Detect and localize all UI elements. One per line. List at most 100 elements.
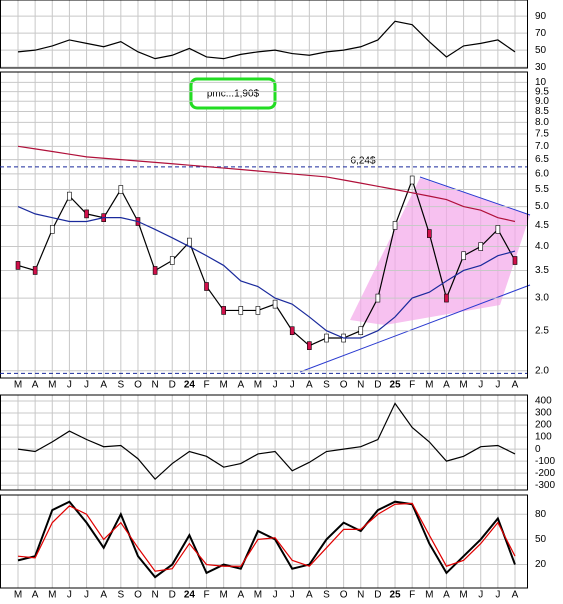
y-tick-label: -100 (535, 456, 555, 467)
y-tick-label: 300 (535, 408, 552, 419)
y-tick-label: 7.5 (535, 129, 549, 140)
candle (272, 299, 278, 309)
x-tick-label: A (237, 590, 244, 601)
x-tick-label: A (100, 380, 107, 391)
panel-frame (0, 394, 528, 491)
y-tick-label: 7.0 (535, 141, 549, 152)
x-tick-label: A (443, 380, 450, 391)
x-tick-label: D (169, 590, 176, 601)
trend-line (299, 284, 531, 373)
candle (67, 191, 72, 201)
x-tick-label: M (459, 380, 467, 391)
candle (49, 225, 55, 234)
x-tick-label: A (512, 380, 519, 391)
series-line (17, 500, 516, 579)
x-tick-label: J (67, 380, 72, 391)
series-line (17, 20, 516, 60)
x-tick-label: M (48, 380, 56, 391)
x-tick-label: N (151, 590, 158, 601)
annotation: 6,24$ (350, 156, 375, 167)
y-tick-label: 5.0 (535, 201, 549, 212)
candle (118, 185, 124, 194)
x-tick-label: O (134, 380, 142, 391)
y-tick-label: 4.0 (535, 241, 549, 252)
series-line (17, 402, 516, 481)
x-tick-label: S (117, 380, 124, 391)
candle (427, 229, 432, 238)
x-tick-label: O (134, 590, 142, 601)
y-tick-label: 9.0 (535, 96, 549, 107)
candle (204, 282, 209, 291)
y-tick-label: 10 (535, 77, 547, 88)
candle (478, 242, 484, 251)
y-tick-label: 8.0 (535, 117, 549, 128)
series-line (17, 178, 516, 347)
candle (444, 293, 449, 303)
x-tick-label: D (374, 380, 381, 391)
panel-frame (0, 0, 528, 69)
y-tick-label: 50 (535, 45, 547, 56)
x-tick-label: N (357, 380, 364, 391)
y-tick-label: 2.5 (535, 325, 549, 336)
x-tick-label: A (306, 590, 313, 601)
x-tick-label: F (409, 590, 415, 601)
x-tick-label: A (443, 590, 450, 601)
x-tick-label: A (512, 590, 519, 601)
x-tick-label: 25 (389, 380, 401, 391)
x-tick-label: 24 (184, 590, 196, 601)
y-tick-label: 90 (535, 11, 547, 22)
x-tick-label: J (495, 380, 500, 391)
x-tick-label: S (117, 590, 124, 601)
candle (375, 293, 381, 303)
annotation-box (189, 77, 277, 110)
x-tick-label: O (340, 590, 348, 601)
y-tick-label: 100 (535, 432, 552, 443)
x-tick-label: M (48, 590, 56, 601)
x-tick-label: D (374, 590, 381, 601)
panel-frame (0, 494, 528, 589)
x-tick-label: 25 (389, 590, 401, 601)
x-tick-label: A (32, 380, 39, 391)
x-tick-label: M (219, 590, 227, 601)
series-line (17, 502, 516, 572)
x-tick-label: 24 (184, 380, 196, 391)
x-tick-label: A (306, 380, 313, 391)
candle (324, 333, 329, 343)
y-tick-label: 8.5 (535, 106, 549, 117)
series-line (17, 145, 516, 223)
y-tick-label: 5.5 (535, 184, 549, 195)
x-tick-label: S (323, 590, 330, 601)
x-tick-label: J (290, 590, 295, 601)
x-tick-label: J (67, 590, 72, 601)
x-tick-label: D (169, 380, 176, 391)
panel-frame (0, 71, 528, 379)
y-tick-label: 50 (535, 534, 547, 545)
candle (512, 256, 518, 265)
x-tick-label: N (151, 380, 158, 391)
y-tick-label: 400 (535, 396, 552, 407)
y-tick-label: 9.5 (535, 86, 549, 97)
x-tick-label: J (495, 590, 500, 601)
candle (255, 306, 261, 315)
y-tick-label: 3.0 (535, 293, 549, 304)
y-tick-label: 6.5 (535, 154, 549, 165)
x-tick-label: J (273, 590, 278, 601)
y-tick-label: 4.5 (535, 220, 549, 231)
x-tick-label: O (340, 380, 348, 391)
trend-line (419, 176, 531, 216)
x-tick-label: M (425, 590, 433, 601)
candle (15, 261, 21, 270)
channel-fill (350, 178, 530, 325)
x-tick-label: J (84, 590, 89, 601)
y-tick-label: 6.0 (535, 169, 549, 180)
x-tick-label: F (203, 590, 209, 601)
x-tick-label: M (254, 380, 262, 391)
series-line (17, 206, 516, 339)
y-tick-label: -300 (535, 480, 555, 491)
y-tick-label: -200 (535, 468, 555, 479)
x-tick-label: M (254, 590, 262, 601)
y-tick-label: 200 (535, 420, 552, 431)
x-tick-label: M (219, 380, 227, 391)
y-tick-label: 20 (535, 559, 547, 570)
